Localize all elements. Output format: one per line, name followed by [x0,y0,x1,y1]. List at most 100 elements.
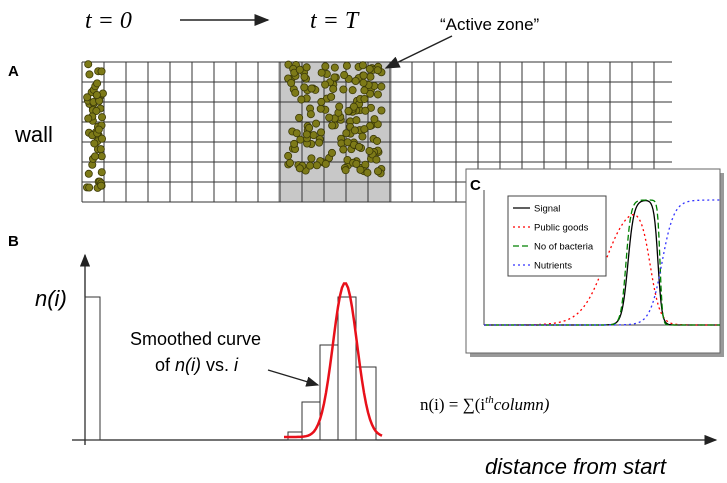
bacterium [306,161,315,170]
bacterium [377,82,386,91]
bacterium [284,151,293,160]
bacterium [296,135,305,144]
bacterium [352,159,361,168]
bacterium [327,92,336,101]
bacterium [372,155,381,164]
bacterium [342,61,351,70]
bacterium [359,78,368,87]
bacterium [297,95,306,104]
bacterium [295,113,304,122]
text: n(i) [175,355,201,375]
t-start: t = 0 [85,8,132,34]
bacterium [325,113,334,122]
bacterium [366,72,375,81]
bacterium [85,183,94,192]
bacterium [321,62,330,71]
panel-label: C [470,177,481,194]
bacterium [98,113,107,122]
y-label: n(i) [35,286,67,311]
active-zone-label: “Active zone” [440,15,540,34]
bacterium [96,145,105,154]
bacterium [317,128,326,137]
text: vs. [201,355,234,375]
bacterium [94,125,103,134]
t-end: t = T [310,8,360,34]
bacterium [377,106,386,115]
legend-label: Nutrients [534,261,572,272]
bacterium [317,68,326,77]
bacterium [356,165,365,174]
bacterium [373,90,382,99]
bacterium [84,169,93,178]
bacterium [97,181,106,190]
bacterium [316,104,325,113]
bacterium [291,88,300,97]
bacterium [342,129,351,138]
bacterium [329,84,338,93]
text: of [155,355,175,375]
bacterium [97,168,106,177]
bacterium [292,129,301,138]
bacterium [97,134,106,143]
bacterium [330,73,339,82]
text: n(i) = ∑(i [420,395,485,414]
bacterium [285,159,294,168]
text: i [234,355,239,375]
bacterium [350,126,359,135]
bacterium [321,159,330,168]
bacterium [84,60,93,69]
note-arrow [267,369,320,387]
bacterium [312,161,321,170]
bacterium [359,71,368,80]
bacterium [92,91,101,100]
bacterium [85,70,94,79]
wall-label: wall [14,122,53,147]
panel-label: A [8,63,19,80]
bacterium [335,102,344,111]
bacterium [348,86,357,95]
bacterium [91,152,100,161]
bacterium [312,119,321,128]
bacterium [340,71,349,80]
curve-note: of n(i) vs. i [155,355,239,375]
bacterium [366,89,375,98]
bacterium [315,138,324,147]
bacterium [360,94,369,103]
bacterium [361,106,370,115]
bacterium [330,63,339,72]
bacterium [307,84,316,93]
text: th [485,394,494,406]
bacterium [93,79,102,88]
bacterium [90,139,99,148]
bacterium [287,78,296,87]
bacterium [317,97,326,106]
legend-label: No of bacteria [534,242,594,253]
bacterium [349,102,358,111]
bacterium [290,139,299,148]
bacterium [373,66,382,75]
inset-curve [484,199,720,326]
legend-label: Signal [534,204,560,215]
legend [507,195,607,277]
bacterium [321,80,330,89]
bacterium [373,136,382,145]
bacterium [352,116,361,125]
bacterium [370,115,379,124]
bacterium [339,145,348,154]
bacterium [341,166,350,175]
bacterium [97,152,106,161]
bacterium [363,168,372,177]
bacterium [344,107,353,116]
bacterium [328,121,337,130]
histogram [84,296,377,441]
bacterium [373,167,382,176]
legend-items: Signal Public goods No of bacteria Nutrient… [513,204,594,272]
panel-label: B [8,233,19,250]
bacterium [300,72,309,81]
bacterium [83,93,92,102]
text: column) [494,395,550,414]
pointer-arrow [384,35,453,69]
curve-note: Smoothed curve [130,329,261,349]
bacterium [84,114,93,123]
